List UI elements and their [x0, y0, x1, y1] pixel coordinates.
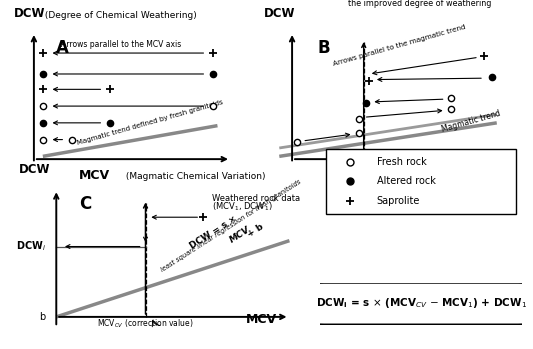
Text: DCW: DCW — [14, 7, 45, 20]
Text: Saprolite: Saprolite — [376, 196, 420, 206]
Text: least square linear regression for fresh granitoids: least square linear regression for fresh… — [160, 178, 302, 273]
Text: C: C — [79, 195, 92, 213]
Text: MCV: MCV — [246, 313, 277, 326]
Text: Magmatic trend: Magmatic trend — [440, 109, 502, 134]
Text: A: A — [56, 39, 69, 57]
Text: B: B — [318, 39, 330, 57]
Text: b: b — [39, 312, 45, 322]
Text: DCW = s ×: DCW = s × — [189, 213, 241, 251]
Text: DCW: DCW — [19, 163, 50, 176]
FancyBboxPatch shape — [326, 149, 516, 214]
Text: $\mathbf{DCW_i}$ = s $\times$ (MCV$_{CV}$ $-$ MCV$_1$) + DCW$_1$: $\mathbf{DCW_i}$ = s $\times$ (MCV$_{CV}… — [316, 296, 527, 310]
Text: DCW: DCW — [264, 7, 295, 20]
Text: (Magmatic Chemical Variation): (Magmatic Chemical Variation) — [124, 172, 266, 181]
Text: Arrows parallel to the magmatic trend: Arrows parallel to the magmatic trend — [332, 24, 466, 67]
Text: Fresh rock: Fresh rock — [376, 157, 426, 167]
Text: Arrows parallel to the MCV axis: Arrows parallel to the MCV axis — [61, 40, 181, 49]
FancyBboxPatch shape — [314, 283, 528, 325]
Text: Altered rock: Altered rock — [376, 177, 435, 186]
Text: Magmatic trend defined by fresh granitoids: Magmatic trend defined by fresh granitoi… — [77, 99, 224, 146]
Text: DCW$_i$: DCW$_i$ — [16, 240, 46, 253]
Text: MCV$_{CV}$ (correction value): MCV$_{CV}$ (correction value) — [98, 318, 193, 330]
Text: MCV: MCV — [228, 224, 252, 244]
Text: Weathered rock data: Weathered rock data — [212, 194, 300, 202]
Text: (Degree of Chemical Weathering): (Degree of Chemical Weathering) — [42, 10, 197, 20]
Text: MCV: MCV — [379, 169, 410, 182]
Text: MCV: MCV — [79, 169, 110, 182]
Text: (MCV$_1$, DCW$_1$): (MCV$_1$, DCW$_1$) — [212, 200, 272, 213]
Text: + b: + b — [244, 222, 265, 241]
Text: Correction-axis for calculation of
the improved degree of weathering: Correction-axis for calculation of the i… — [349, 0, 491, 8]
